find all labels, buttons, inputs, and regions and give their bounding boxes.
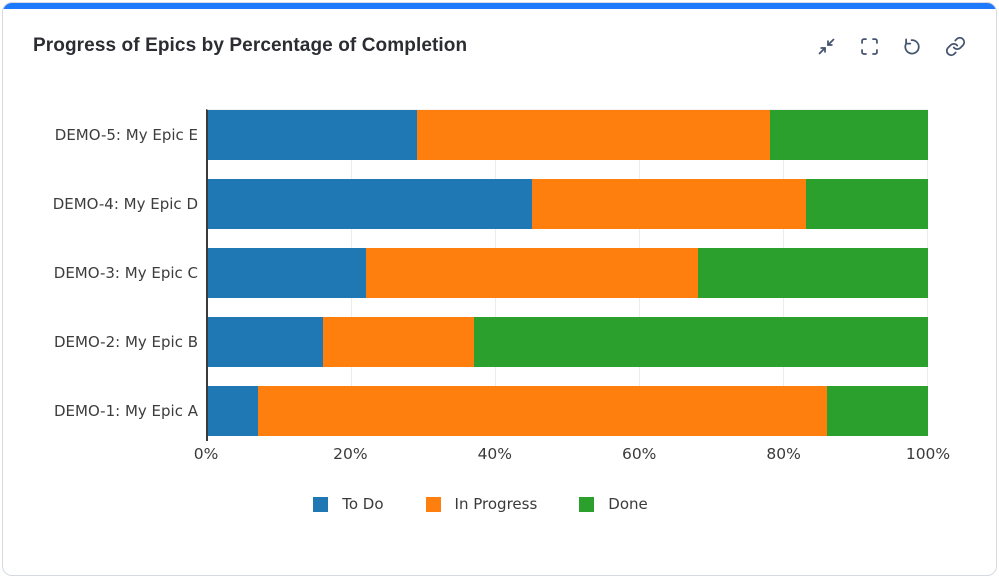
bar-segment-done — [697, 248, 928, 298]
bar-segment-in-progress — [532, 179, 806, 229]
reset-icon — [902, 36, 923, 57]
category-label: DEMO-1: My Epic A — [53, 402, 198, 420]
legend-swatch-in-progress — [425, 496, 441, 512]
fullscreen-icon — [859, 36, 880, 57]
chart-row: DEMO-4: My Epic D — [53, 179, 928, 229]
bar-track — [208, 386, 928, 436]
bar-segment-in-progress — [366, 248, 698, 298]
bar-segment-to-do — [208, 248, 367, 298]
category-label: DEMO-3: My Epic C — [53, 264, 198, 282]
link-button[interactable] — [944, 35, 966, 57]
category-label: DEMO-5: My Epic E — [54, 126, 198, 144]
fullscreen-button[interactable] — [858, 35, 880, 57]
x-tick-label: 80% — [766, 445, 801, 463]
chart-row: DEMO-2: My Epic B — [54, 317, 928, 367]
category-label: DEMO-2: My Epic B — [53, 333, 198, 351]
x-tick-label: 0% — [193, 445, 219, 463]
card-accent-bar — [3, 3, 996, 9]
page-title: Progress of Epics by Percentage of Compl… — [33, 35, 468, 56]
legend-item-in-progress[interactable]: In Progress — [425, 495, 538, 513]
bar-segment-in-progress — [416, 110, 770, 160]
stacked-bar-chart: DEMO-5: My Epic E DEMO-4: My Epic D DEMO-3… — [33, 109, 950, 513]
x-axis: 0% 20% 40% 60% 80% 100% — [194, 445, 950, 467]
bar-segment-in-progress — [258, 386, 828, 436]
collapse-button[interactable] — [815, 35, 837, 57]
link-icon — [945, 36, 966, 57]
legend-item-done[interactable]: Done — [579, 495, 648, 513]
chart-plot-area: DEMO-5: My Epic E DEMO-4: My Epic D DEMO-3… — [53, 109, 928, 441]
bar-segment-done — [805, 179, 928, 229]
legend-label: In Progress — [454, 495, 538, 513]
bar-track — [208, 317, 928, 367]
chart-legend: To Do In Progress Done — [33, 495, 928, 513]
x-tick-label: 100% — [905, 445, 951, 463]
bar-track — [208, 248, 928, 298]
card-header: Progress of Epics by Percentage of Compl… — [3, 9, 996, 59]
bar-segment-done — [474, 317, 928, 367]
category-label: DEMO-4: My Epic D — [52, 195, 198, 213]
legend-swatch-done — [579, 496, 595, 512]
legend-label: To Do — [342, 495, 384, 513]
bar-segment-to-do — [208, 317, 324, 367]
bar-segment-in-progress — [323, 317, 475, 367]
bar-segment-to-do — [208, 110, 417, 160]
header-actions — [815, 33, 966, 57]
bar-track — [208, 110, 928, 160]
bar-segment-to-do — [208, 179, 532, 229]
chart-row: DEMO-5: My Epic E — [55, 110, 928, 160]
legend-label: Done — [608, 495, 648, 513]
bar-segment-done — [827, 386, 928, 436]
x-tick-label: 60% — [621, 445, 657, 463]
chart-row: DEMO-3: My Epic C — [54, 248, 928, 298]
collapse-icon — [816, 36, 837, 57]
x-tick-label: 40% — [477, 445, 513, 463]
chart-row: DEMO-1: My Epic A — [54, 386, 928, 436]
reset-button[interactable] — [901, 35, 923, 57]
legend-swatch-to-do — [313, 496, 329, 512]
legend-item-to-do[interactable]: To Do — [313, 495, 384, 513]
x-tick-label: 20% — [333, 445, 368, 463]
bar-segment-to-do — [208, 386, 259, 436]
bar-track — [208, 179, 928, 229]
bar-segment-done — [769, 110, 928, 160]
